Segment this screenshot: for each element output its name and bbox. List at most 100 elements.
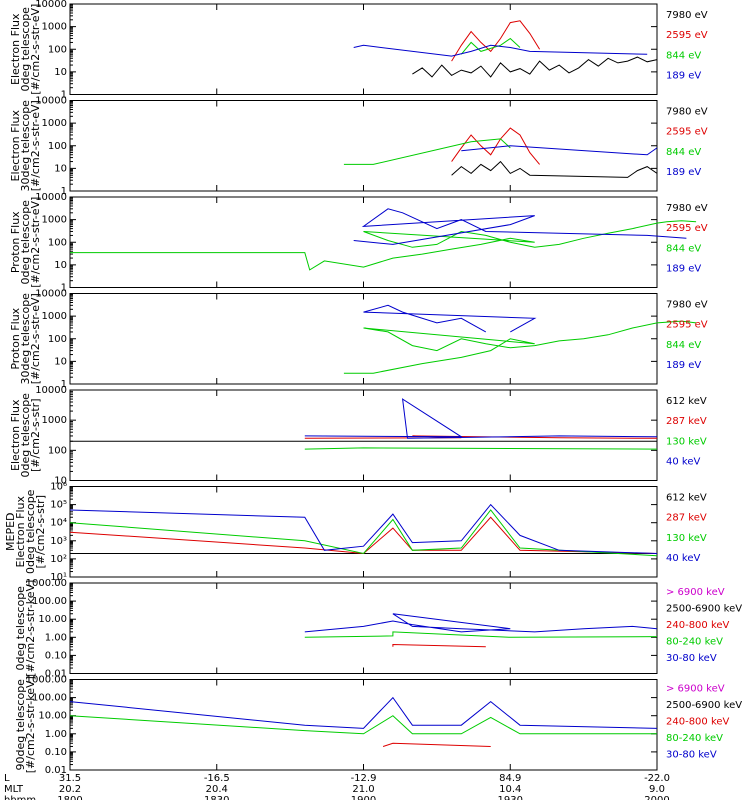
- legend-p3-0: 7980 eV: [666, 203, 708, 214]
- ylabel-p6-2: 0deg telescope: [24, 489, 37, 574]
- ytick-label-p3-2: 100: [48, 237, 67, 248]
- ytick-label-p5-3: 10000: [35, 385, 67, 396]
- legend-p4-2: 844 eV: [666, 340, 701, 351]
- ytick-label-p5-1: 100: [48, 445, 67, 456]
- legend-p7-0: > 6900 keV: [666, 587, 725, 598]
- series-p1-3: [353, 44, 648, 57]
- series-p6-3: [69, 503, 658, 554]
- ytick-label-p7-2: 1.00: [45, 632, 67, 643]
- series-p8-1: [69, 715, 657, 735]
- ylabel-p7-0: 0deg telescope: [14, 586, 27, 671]
- ytick-label-p5-2: 1000: [42, 415, 67, 426]
- legend-p4-0: 7980 eV: [666, 300, 708, 311]
- ytick-label-p2-3: 1000: [42, 118, 67, 129]
- ytick-label-p7-5: 1000.00: [26, 578, 67, 589]
- legend-p2-2: 844 eV: [666, 147, 701, 158]
- ytick-label-p1-2: 100: [48, 44, 67, 55]
- series-p1-1: [451, 20, 541, 62]
- ylabel-p1-2: [#/cm2-s-str-eV]: [29, 4, 42, 95]
- series-p6-2: [69, 509, 658, 557]
- ylabel-p2-2: [#/cm2-s-str-eV]: [29, 100, 42, 191]
- legend-p8-4: 30-80 keV: [666, 749, 717, 760]
- ytick-label-p7-3: 10.00: [38, 614, 67, 625]
- ytick-label-p2-2: 100: [48, 141, 67, 152]
- series-p1-2: [460, 37, 521, 55]
- ytick-label-p7-4: 100.00: [32, 596, 67, 607]
- ytick-label-p2-4: 10000: [35, 96, 67, 107]
- ylabel-p3-2: [#/cm2-s-str-eV]: [29, 197, 42, 288]
- xaxis-label-1-2: 21.0: [352, 784, 374, 795]
- xaxis-label-2-0: 1800: [57, 795, 82, 800]
- panel-frame-p2: [69, 100, 658, 192]
- ytick-label-p7-0: 0.01: [45, 669, 67, 680]
- xaxis-label-1-0: 20.2: [59, 784, 81, 795]
- ylabel-p4-1: 30deg telescope: [19, 293, 32, 385]
- ytick-label-p4-2: 100: [48, 334, 67, 345]
- legend-p7-1: 2500-6900 keV: [666, 604, 742, 615]
- panel-frame-p6: [69, 486, 658, 578]
- legend-p3-3: 189 eV: [666, 263, 701, 274]
- legend-p1-1: 2595 eV: [666, 30, 708, 41]
- series-p8-2: [382, 742, 491, 747]
- legend-p5-0: 612 keV: [666, 396, 707, 407]
- ytick-label-p4-4: 10000: [35, 289, 67, 300]
- ylabel-p2-0: Electron Flux: [9, 110, 22, 182]
- ytick-label-p4-1: 10: [54, 356, 67, 367]
- legend-p8-2: 240-800 keV: [666, 716, 730, 727]
- legend-p1-3: 189 eV: [666, 70, 701, 81]
- series-p3-0: [70, 220, 697, 271]
- legend-p3-1: 2595 eV: [666, 223, 708, 234]
- legend-p2-3: 189 eV: [666, 167, 701, 178]
- xaxis-label-0-3: 84.9: [499, 773, 521, 784]
- ytick-label-p2-0: 1: [61, 186, 67, 197]
- xaxis-label-0-4: -22.0: [644, 773, 670, 784]
- ytick-label-p4-3: 1000: [42, 311, 67, 322]
- ylabel-p6-1: Electron Flux: [14, 496, 27, 568]
- ytick-label-p8-0: 0.01: [45, 765, 67, 776]
- panel-frame-p8: [69, 679, 658, 771]
- series-p2-3: [461, 145, 658, 156]
- xaxis-row-label-1: MLT: [4, 784, 24, 795]
- series-p2-2: [343, 138, 511, 165]
- series-p7-0: [304, 613, 658, 633]
- xaxis-label-2-1: 1830: [204, 795, 229, 800]
- xaxis-label-2-2: 1900: [351, 795, 376, 800]
- panel-frame-p1: [69, 3, 658, 95]
- ytick-label-p6-1: 10²: [50, 554, 67, 565]
- legend-p1-0: 7980 eV: [666, 10, 708, 21]
- legend-p6-3: 40 keV: [666, 553, 700, 564]
- legend-p6-0: 612 keV: [666, 493, 707, 504]
- ylabel-p3-1: 0deg telescope: [19, 200, 32, 285]
- xaxis-label-0-2: -12.9: [351, 773, 377, 784]
- legend-p6-1: 287 keV: [666, 513, 707, 524]
- ytick-label-p8-5: 1000.00: [26, 675, 67, 686]
- ytick-label-p6-5: 10⁶: [50, 482, 67, 493]
- legend-p7-3: 80-240 keV: [666, 636, 723, 647]
- legend-p8-0: > 6900 keV: [666, 684, 725, 695]
- xaxis-row-label-0: L: [4, 773, 10, 784]
- legend-p4-3: 189 eV: [666, 360, 701, 371]
- ylabel-p6-0: MEPED: [4, 513, 17, 552]
- series-p2-1: [451, 127, 540, 165]
- ytick-label-p8-4: 100.00: [32, 693, 67, 704]
- legend-p7-4: 30-80 keV: [666, 653, 717, 664]
- series-p1-0: [412, 56, 658, 78]
- ytick-label-p6-3: 10⁴: [50, 518, 67, 529]
- legend-p8-3: 80-240 keV: [666, 733, 723, 744]
- ylabel-p1-1: 0deg telescope: [19, 7, 32, 92]
- ylabel-p2-1: 30deg telescope: [19, 100, 32, 192]
- ylabel-p5-2: [#/cm2-s-str]: [29, 398, 42, 472]
- xaxis-label-0-0: 31.5: [59, 773, 81, 784]
- ytick-label-p3-4: 10000: [35, 192, 67, 203]
- legend-p5-1: 287 keV: [666, 416, 707, 427]
- ylabel-p7-1: [#/cm2-s-str-keV]: [24, 580, 37, 677]
- series-p7-2: [392, 643, 486, 648]
- ytick-label-p5-0: 10: [54, 476, 67, 487]
- series-p3-1: [353, 208, 687, 245]
- series-p8-0: [69, 696, 658, 729]
- series-p7-1: [304, 631, 658, 638]
- ylabel-p3-0: Proton Flux: [9, 211, 22, 273]
- ytick-label-p1-0: 1: [61, 90, 67, 101]
- ylabel-p1-0: Electron Flux: [9, 13, 22, 85]
